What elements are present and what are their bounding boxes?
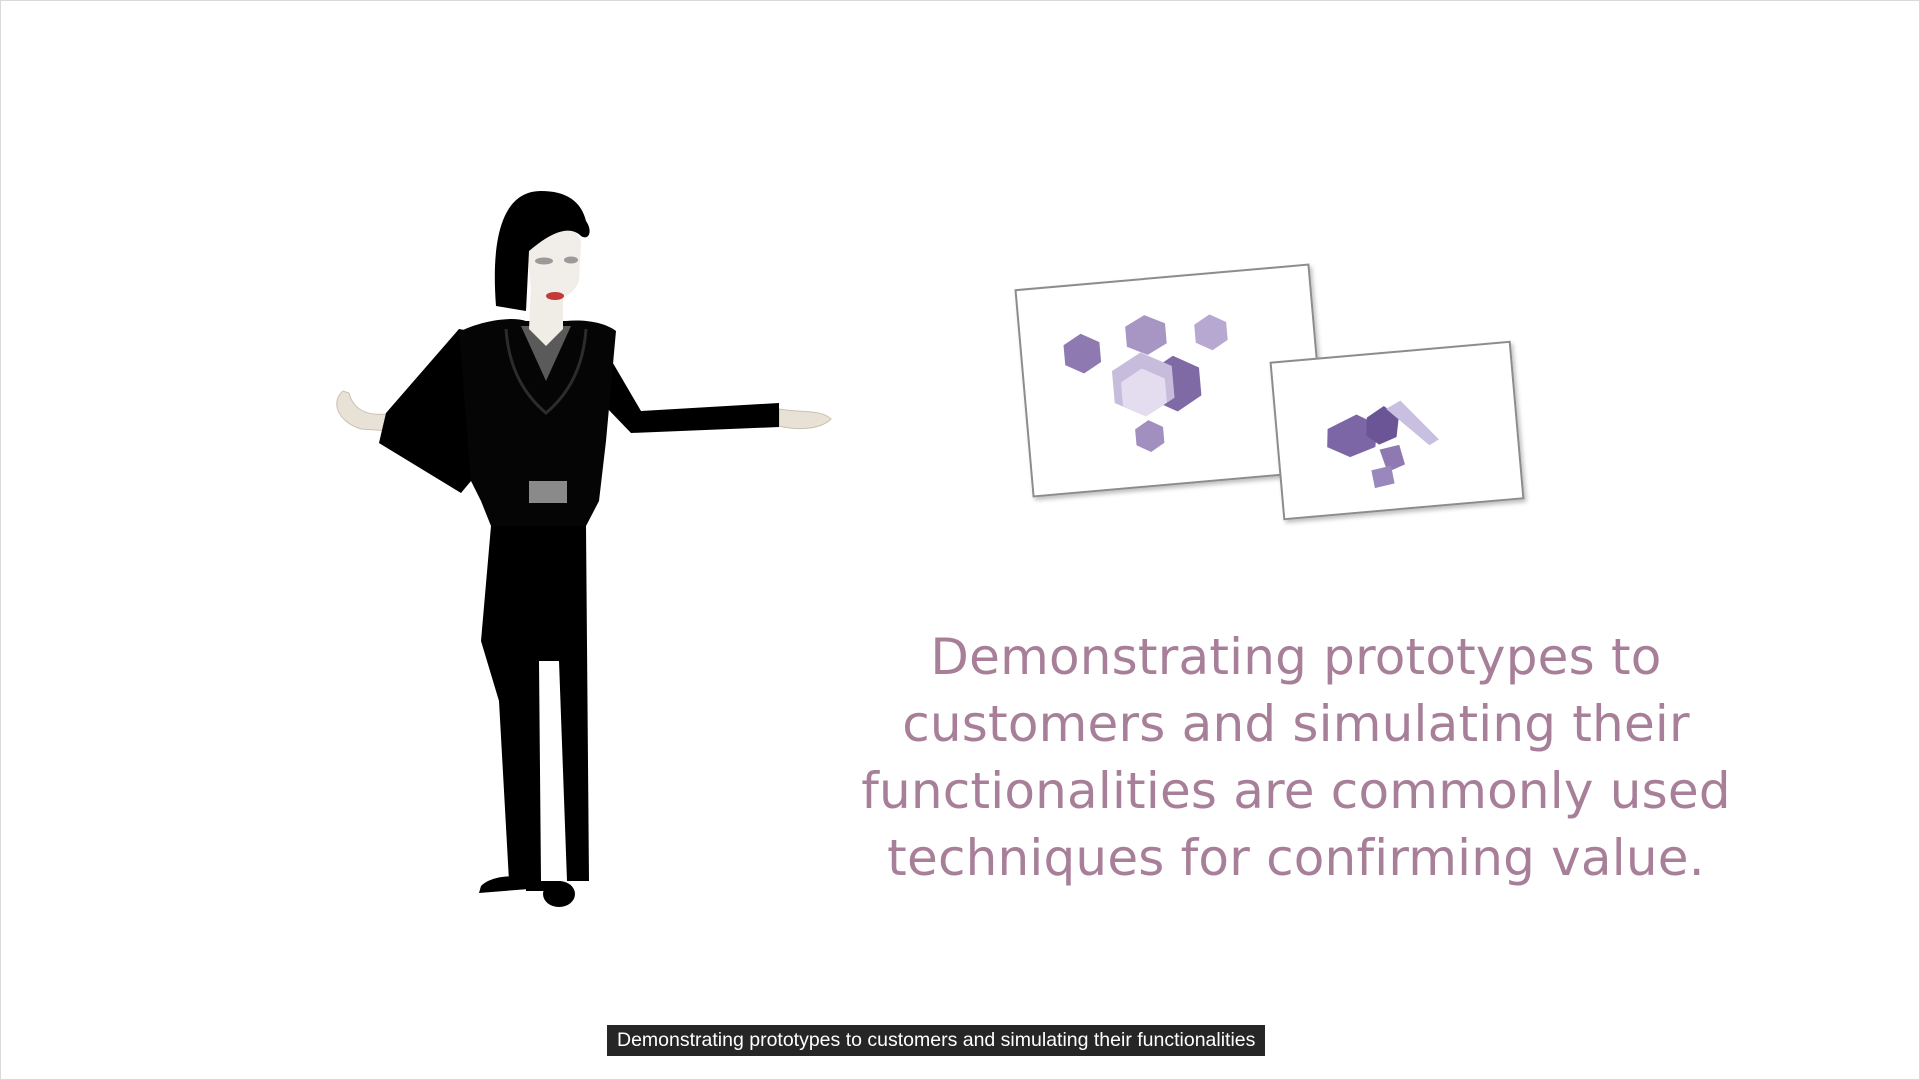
prototype-card-hexagons — [1014, 263, 1328, 498]
businesswoman-illustration — [331, 181, 851, 921]
prototype-cards-illustration — [1011, 256, 1531, 536]
slide-statement-text: Demonstrating prototypes to customers an… — [861, 628, 1731, 887]
closed-caption: Demonstrating prototypes to customers an… — [607, 1025, 1266, 1056]
prototype-card-assembly — [1269, 340, 1525, 521]
